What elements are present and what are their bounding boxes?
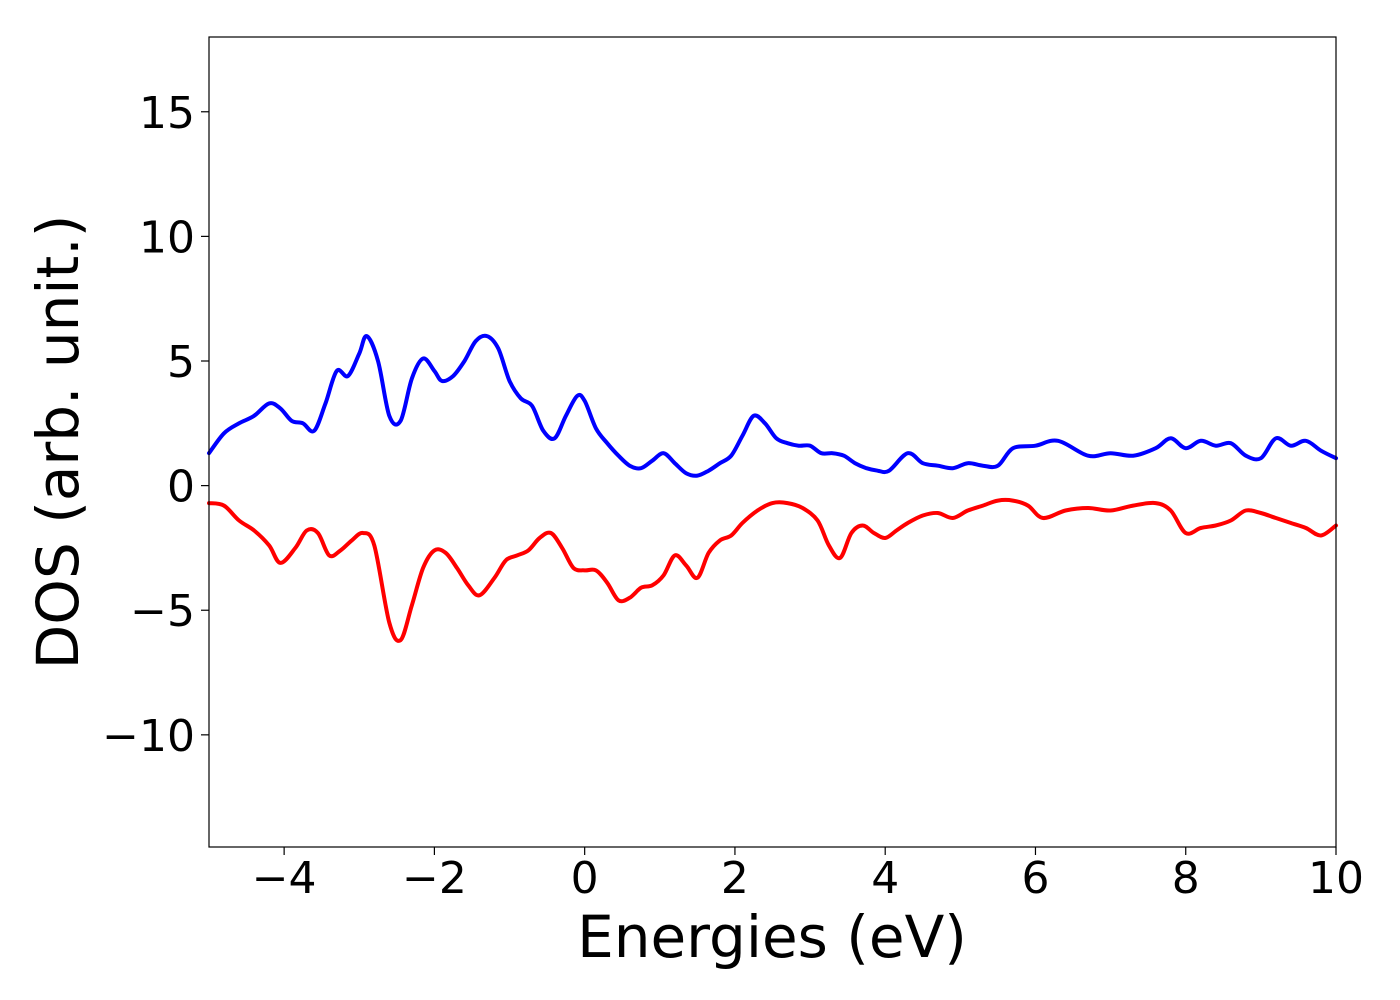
y-axis-ticks: −10 −5 0 5 10 15 [102, 88, 209, 762]
x-tick-label: 4 [871, 853, 899, 904]
y-tick-label: 0 [167, 462, 195, 513]
x-tick-label: −4 [252, 853, 317, 904]
x-tick-label: 6 [1021, 853, 1049, 904]
y-axis-title: DOS (arb. unit.) [24, 215, 92, 670]
x-tick-label: −2 [402, 853, 467, 904]
series-line-2 [207, 497, 1338, 643]
series-line-1 [207, 333, 1338, 478]
x-axis-ticks: −4 −2 0 2 4 6 8 10 [252, 847, 1364, 904]
x-tick-label: 8 [1172, 853, 1200, 904]
x-tick-label: 0 [571, 853, 599, 904]
y-tick-label: −10 [102, 711, 195, 762]
series-layer [207, 333, 1338, 643]
x-tick-label: 2 [721, 853, 749, 904]
x-axis-title: Energies (eV) [577, 903, 967, 971]
y-tick-label: −5 [130, 586, 195, 637]
y-tick-label: 5 [167, 337, 195, 388]
y-tick-label: 10 [139, 212, 195, 263]
x-tick-label: 10 [1308, 853, 1364, 904]
plot-frame [208, 36, 1337, 848]
y-tick-label: 15 [139, 88, 195, 139]
